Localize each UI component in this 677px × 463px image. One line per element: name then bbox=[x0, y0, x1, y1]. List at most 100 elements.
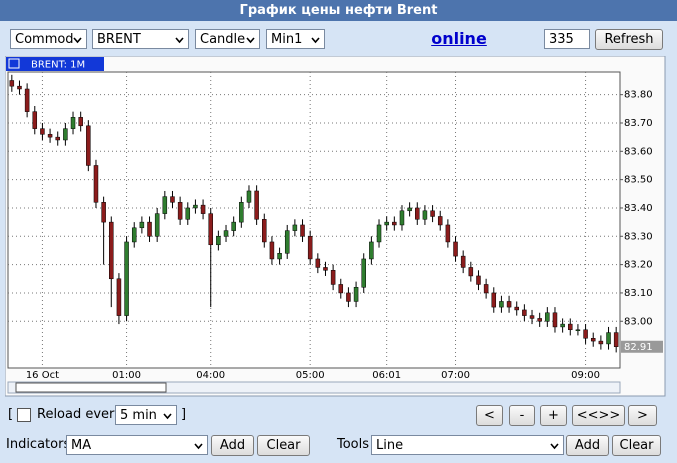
plot-area bbox=[7, 71, 621, 369]
candle-body bbox=[606, 332, 611, 345]
y-tick-label: 83.50 bbox=[624, 175, 653, 186]
candle-body bbox=[269, 241, 275, 260]
symbol-select[interactable]: BRENT bbox=[92, 29, 189, 49]
close-bracket: ] bbox=[181, 407, 187, 422]
candle-body bbox=[338, 284, 344, 294]
scrollbar-thumb[interactable] bbox=[15, 382, 167, 393]
period-select[interactable]: Min1 bbox=[266, 29, 325, 49]
candle-body bbox=[514, 306, 519, 311]
nav-button[interactable]: - bbox=[509, 405, 535, 426]
candle-body bbox=[300, 224, 305, 237]
dropdown-arrow bbox=[311, 37, 320, 44]
dropdown-arrow bbox=[73, 37, 82, 44]
tab-icon bbox=[8, 58, 20, 69]
candle-body bbox=[239, 202, 244, 223]
candle-body bbox=[93, 165, 99, 203]
candle-body bbox=[460, 255, 466, 268]
y-tick-label: 83.10 bbox=[624, 288, 653, 299]
indicators-label: Indicators bbox=[6, 437, 71, 452]
candle-body bbox=[499, 301, 504, 308]
candle-body bbox=[613, 332, 619, 348]
symbol-value: BRENT bbox=[97, 32, 141, 47]
add-tool-button[interactable]: Add bbox=[566, 435, 609, 456]
candle-body bbox=[560, 323, 565, 328]
candle-body bbox=[70, 117, 76, 129]
y-tick-label: 83.40 bbox=[624, 203, 653, 214]
indicator-select[interactable]: MA bbox=[66, 435, 208, 455]
candle-body bbox=[491, 292, 497, 308]
chart-type-select[interactable]: Candle bbox=[195, 29, 260, 49]
candle-body bbox=[254, 190, 259, 220]
candle-body bbox=[529, 315, 535, 319]
candle-body bbox=[32, 111, 38, 129]
online-link[interactable]: online bbox=[431, 29, 487, 48]
candle-body bbox=[384, 221, 389, 226]
candle-body bbox=[583, 329, 588, 339]
clear-indicator-button[interactable]: Clear bbox=[257, 435, 310, 456]
candle-body bbox=[346, 292, 351, 302]
candle-body bbox=[590, 338, 596, 342]
candle-body bbox=[506, 301, 512, 308]
candle-body bbox=[330, 270, 336, 285]
indicator-value: MA bbox=[71, 438, 92, 453]
candle-body bbox=[598, 340, 604, 345]
nav-button[interactable]: + bbox=[540, 405, 567, 426]
tool-select[interactable]: Line bbox=[371, 435, 564, 455]
scrollbar-track[interactable] bbox=[7, 381, 621, 394]
candle-body bbox=[522, 309, 527, 316]
candle-body bbox=[55, 136, 60, 141]
window-title: График цены нефти Brent bbox=[0, 0, 677, 21]
y-tick-label: 83.30 bbox=[624, 231, 653, 242]
candle-body bbox=[246, 190, 252, 203]
dropdown-arrow bbox=[163, 413, 172, 420]
candle-body bbox=[193, 204, 198, 209]
y-tick-label: 83.20 bbox=[624, 260, 653, 271]
add-indicator-button[interactable]: Add bbox=[211, 435, 254, 456]
x-tick-label: 06:01 bbox=[372, 370, 401, 381]
candle-body bbox=[407, 207, 412, 212]
candle-body bbox=[437, 216, 443, 226]
market-select[interactable]: Commod bbox=[10, 29, 87, 49]
reload-select[interactable]: 5 min bbox=[115, 405, 177, 425]
market-value: Commod bbox=[15, 32, 74, 47]
chart-tab bbox=[6, 57, 104, 71]
bars-input[interactable]: 335 bbox=[544, 29, 590, 49]
candle-body bbox=[537, 318, 542, 322]
nav-button[interactable]: > bbox=[628, 405, 657, 426]
chart-type-value: Candle bbox=[200, 32, 246, 47]
candle-body bbox=[323, 267, 328, 271]
candle-body bbox=[315, 258, 321, 268]
candle-body bbox=[307, 236, 313, 260]
candle-body bbox=[568, 323, 573, 331]
clear-tool-button[interactable]: Clear bbox=[612, 435, 661, 456]
candle-body bbox=[453, 241, 458, 257]
candle-body bbox=[154, 213, 160, 237]
candle-body bbox=[430, 210, 435, 217]
refresh-button[interactable]: Refresh bbox=[595, 29, 663, 50]
y-tick-label: 83.70 bbox=[624, 118, 653, 129]
y-tick-label: 83.60 bbox=[624, 146, 653, 157]
reload-checkbox[interactable] bbox=[17, 408, 31, 422]
candle-body bbox=[200, 204, 206, 214]
dropdown-arrow bbox=[550, 443, 559, 450]
candle-body bbox=[284, 230, 290, 254]
candle-body bbox=[277, 253, 282, 260]
candle-body bbox=[139, 221, 145, 229]
candle-body bbox=[185, 207, 191, 220]
candle-body bbox=[86, 125, 91, 166]
candle-body bbox=[231, 221, 236, 231]
open-bracket: [ bbox=[8, 407, 14, 422]
reload-value: 5 min bbox=[120, 408, 157, 423]
nav-button[interactable]: <<>> bbox=[572, 405, 625, 426]
tool-value: Line bbox=[376, 438, 404, 453]
candle-body bbox=[101, 202, 106, 223]
tools-label: Tools bbox=[337, 437, 370, 452]
dropdown-arrow bbox=[246, 37, 255, 44]
candle-body bbox=[468, 267, 474, 277]
candle-body bbox=[353, 287, 359, 302]
nav-button[interactable]: < bbox=[476, 405, 503, 426]
tab-label: BRENT: 1M bbox=[31, 60, 85, 71]
candle-body bbox=[369, 241, 374, 260]
x-tick-label: 07:00 bbox=[441, 370, 470, 381]
